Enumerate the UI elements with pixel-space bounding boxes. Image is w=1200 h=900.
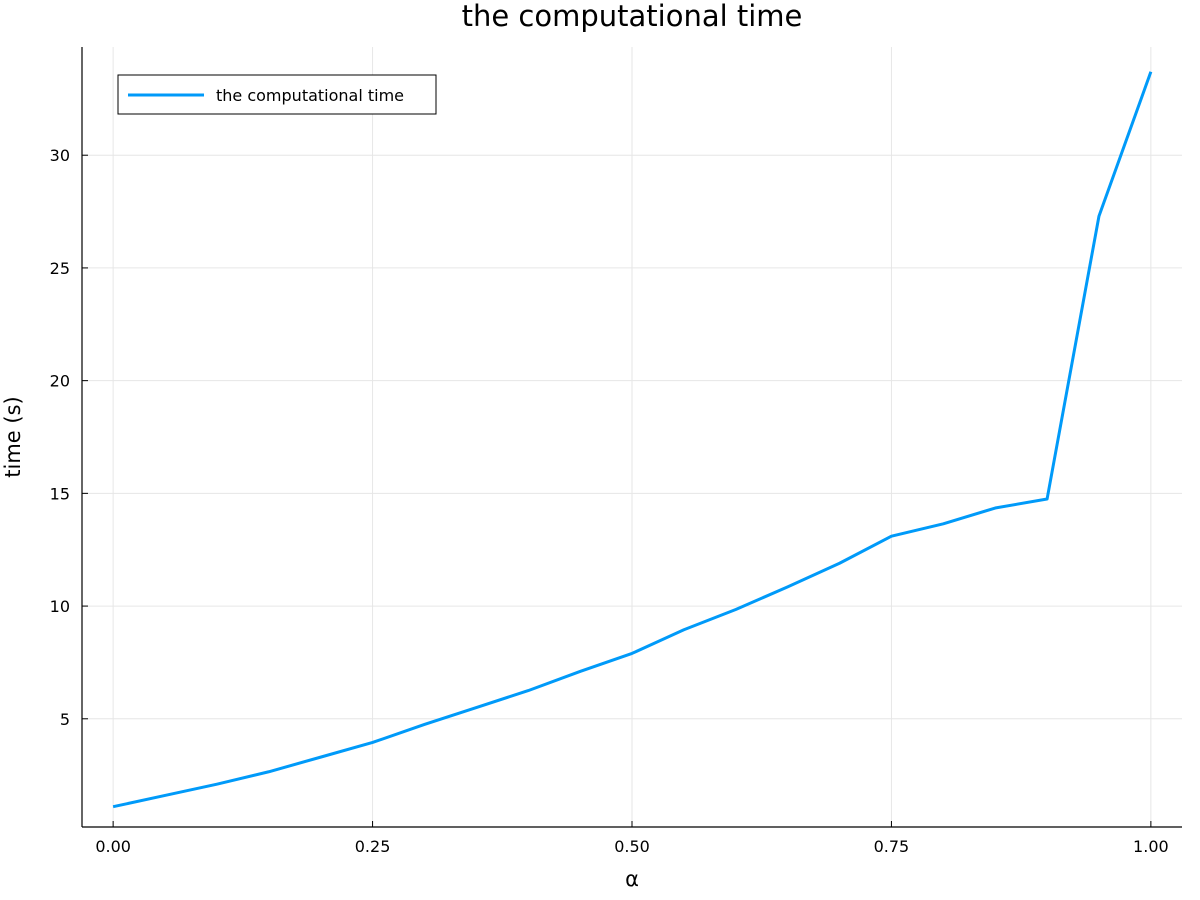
- y-tick-label: 30: [50, 146, 70, 165]
- legend: the computational time: [117, 74, 437, 115]
- x-tick-label: 0.00: [95, 837, 131, 856]
- x-tick-label: 0.50: [614, 837, 650, 856]
- y-axis-ticks: 5 10 15 20 25 30: [50, 146, 88, 729]
- chart-title: the computational time: [462, 0, 803, 33]
- y-axis-label: time (s): [1, 396, 25, 477]
- y-tick-label: 10: [50, 597, 70, 616]
- grid-lines: [82, 47, 1182, 827]
- x-axis-label: α: [625, 867, 639, 891]
- y-tick-label: 15: [50, 484, 70, 503]
- y-tick-label: 20: [50, 372, 70, 391]
- series-layer: [112, 71, 1153, 809]
- legend-entry-label: the computational time: [216, 86, 404, 105]
- x-axis-ticks: 0.00 0.25 0.50 0.75 1.00: [95, 821, 1169, 856]
- x-tick-label: 1.00: [1133, 837, 1169, 856]
- x-tick-label: 0.75: [874, 837, 910, 856]
- series-line: [112, 71, 1153, 809]
- x-tick-label: 0.25: [355, 837, 391, 856]
- y-tick-label: 25: [50, 259, 70, 278]
- y-tick-label: 5: [60, 710, 70, 729]
- legend-box: [117, 74, 437, 115]
